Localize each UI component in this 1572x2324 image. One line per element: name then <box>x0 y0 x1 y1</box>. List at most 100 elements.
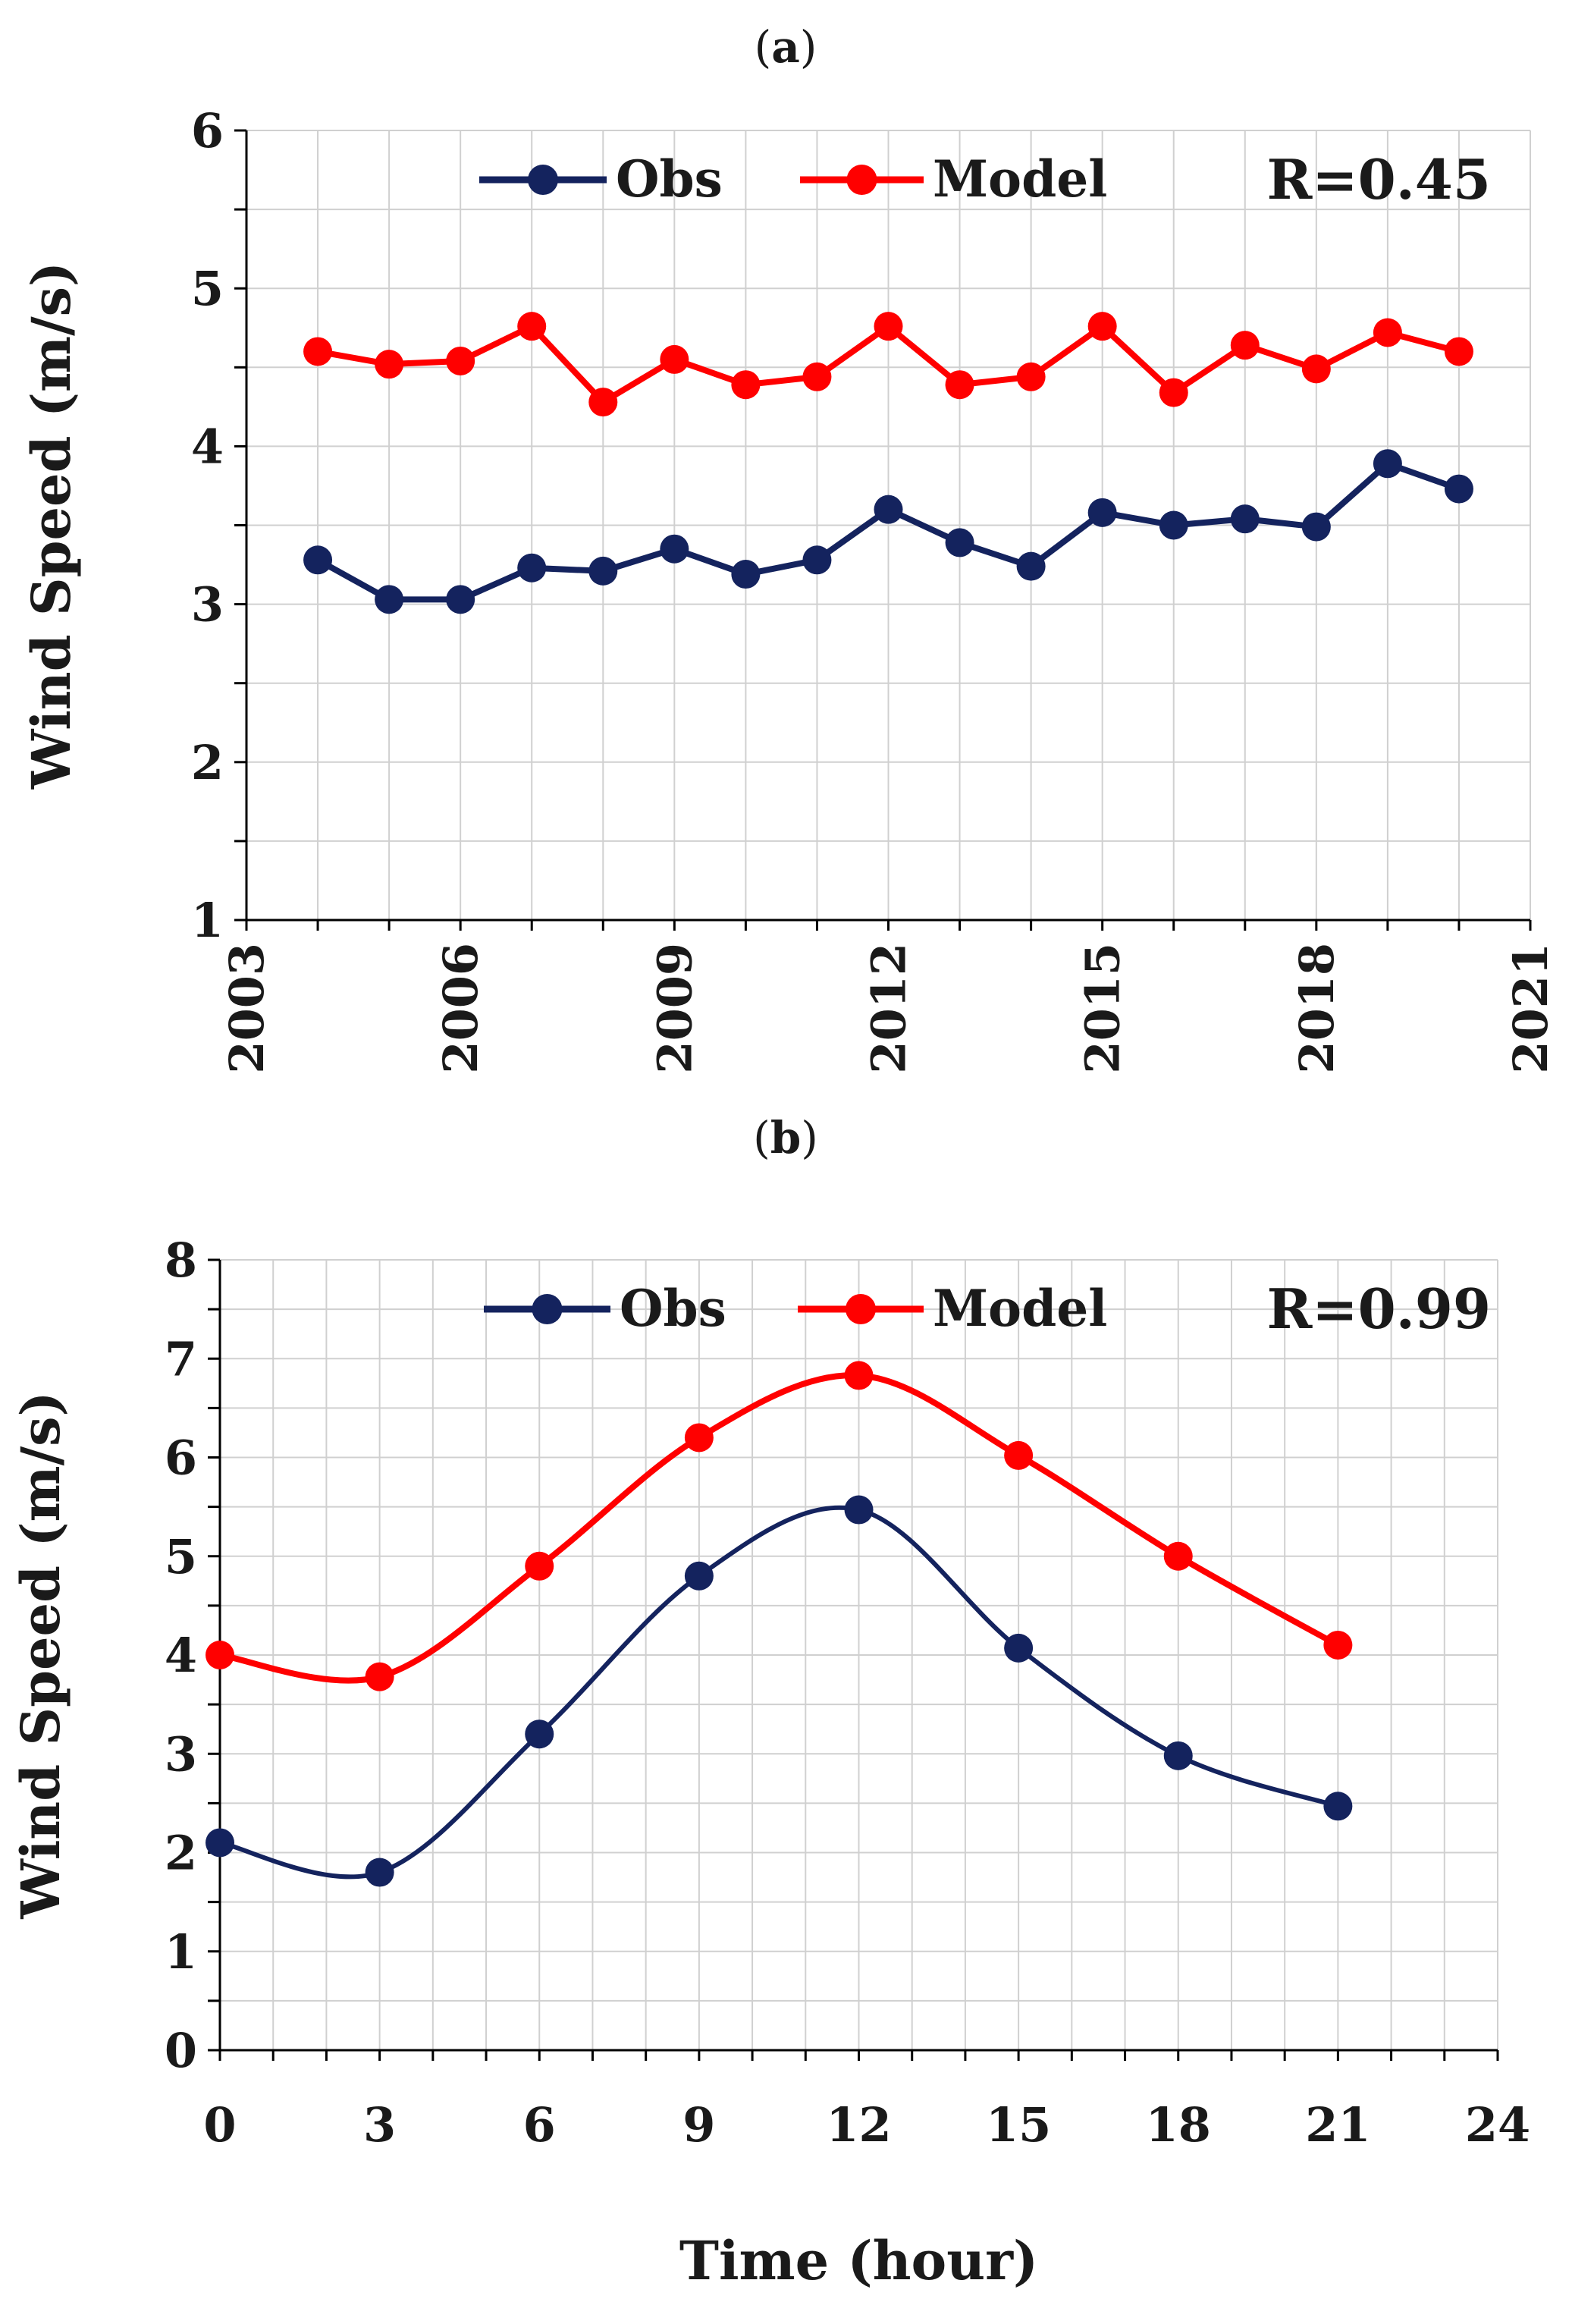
x-tick-label: 2015 <box>1075 943 1131 1074</box>
data-point-obs <box>1016 551 1046 581</box>
legend-marker-obs <box>532 1294 563 1324</box>
data-point-obs <box>1159 510 1188 540</box>
data-point-obs <box>684 1561 714 1591</box>
data-point-obs <box>802 545 832 575</box>
data-point-model <box>1016 362 1046 391</box>
y-axis-title: Wind Speed (m/s) <box>20 262 83 790</box>
y-tick-label: 1 <box>165 1924 197 1980</box>
data-point-model <box>1163 1541 1193 1571</box>
data-point-obs <box>1087 498 1117 527</box>
data-point-obs <box>588 556 618 586</box>
y-tick-label: 5 <box>191 261 224 316</box>
y-tick-label: 2 <box>191 735 224 790</box>
correlation-annotation: R=0.45 <box>1266 147 1491 212</box>
data-point-model <box>1087 312 1117 341</box>
data-point-obs <box>1301 512 1331 542</box>
series-line-obs <box>219 1505 1339 1880</box>
y-tick-label: 2 <box>165 1826 197 1881</box>
data-point-obs <box>1323 1792 1353 1821</box>
x-tick-label: 6 <box>523 2097 556 2153</box>
data-point-model <box>588 388 618 417</box>
data-point-model <box>802 362 832 391</box>
data-point-obs <box>874 495 903 524</box>
data-point-model <box>1323 1630 1353 1660</box>
x-tick-label: 2012 <box>861 943 917 1074</box>
x-tick-label: 2003 <box>219 943 275 1074</box>
data-point-obs <box>517 553 547 583</box>
data-point-obs <box>303 545 333 575</box>
y-tick-label: 1 <box>191 893 224 948</box>
data-point-model <box>660 344 689 374</box>
legend-label-obs: Obs <box>620 1279 726 1338</box>
y-tick-label: 8 <box>165 1233 197 1288</box>
x-tick-label: 2018 <box>1289 943 1345 1074</box>
data-point-model <box>206 1641 234 1669</box>
data-point-model <box>375 350 404 379</box>
data-point-obs <box>446 585 475 614</box>
data-point-obs <box>525 1719 554 1749</box>
x-axis-title: Time (hour) <box>679 2229 1038 2292</box>
data-point-obs <box>844 1495 874 1525</box>
data-point-model <box>1004 1440 1034 1470</box>
y-tick-label: 6 <box>191 103 224 159</box>
y-tick-label: 4 <box>165 1628 197 1683</box>
data-point-obs <box>1004 1633 1034 1663</box>
y-tick-label: 4 <box>191 419 224 474</box>
series-line-model <box>219 1372 1340 1684</box>
x-tick-label: 0 <box>203 2097 236 2153</box>
data-point-obs <box>660 534 689 564</box>
data-point-model <box>945 370 974 400</box>
x-tick-label: 18 <box>1146 2097 1211 2153</box>
data-point-model <box>446 346 475 375</box>
y-tick-label: 7 <box>165 1331 197 1387</box>
x-tick-label: 2009 <box>647 943 702 1074</box>
data-point-model <box>365 1662 394 1691</box>
data-point-model <box>1373 318 1402 347</box>
data-point-model <box>1230 331 1260 360</box>
panel-a-label: (a) <box>755 21 817 73</box>
correlation-annotation: R=0.99 <box>1266 1277 1491 1341</box>
x-tick-label: 21 <box>1305 2097 1370 2153</box>
data-point-obs <box>375 585 404 614</box>
y-tick-label: 3 <box>165 1726 197 1782</box>
x-tick-label: 15 <box>986 2097 1051 2153</box>
panel-b-label: (b) <box>753 1112 818 1164</box>
y-tick-label: 6 <box>165 1431 197 1486</box>
legend-marker-model <box>846 1294 876 1324</box>
data-point-model <box>874 312 903 341</box>
data-point-model <box>1301 354 1331 384</box>
legend-label-model: Model <box>933 149 1107 209</box>
y-tick-label: 5 <box>165 1529 197 1584</box>
y-tick-label: 0 <box>165 2023 197 2078</box>
data-point-model <box>844 1361 874 1390</box>
x-tick-label: 3 <box>363 2097 396 2153</box>
y-axis-title: Wind Speed (m/s) <box>9 1391 72 1919</box>
data-point-model <box>1444 337 1473 366</box>
data-point-obs <box>206 1828 234 1858</box>
data-point-obs <box>1230 504 1260 534</box>
data-point-obs <box>1444 474 1473 504</box>
y-tick-label: 3 <box>191 577 224 633</box>
legend-marker-obs <box>528 165 558 195</box>
data-point-model <box>517 312 547 341</box>
legend-label-model: Model <box>933 1279 1107 1338</box>
data-point-obs <box>945 528 974 557</box>
data-point-obs <box>731 560 761 589</box>
x-tick-label: 24 <box>1465 2097 1530 2153</box>
x-tick-label: 2006 <box>433 943 488 1074</box>
data-point-model <box>1159 378 1188 407</box>
data-point-obs <box>365 1858 394 1887</box>
data-point-model <box>303 337 333 366</box>
legend-marker-model <box>846 165 877 195</box>
legend-label-obs: Obs <box>616 149 723 209</box>
x-tick-label: 2021 <box>1503 943 1558 1074</box>
x-tick-label: 9 <box>682 2097 715 2153</box>
chart-a: 1 2 3 4 5 6 2003 2006 2009 2012 2015 2018 2021 Wind S… <box>20 103 1558 1074</box>
data-point-obs <box>1163 1741 1193 1770</box>
data-point-obs <box>1373 449 1402 479</box>
x-tick-label: 12 <box>826 2097 891 2153</box>
data-point-model <box>525 1551 554 1581</box>
data-point-model <box>684 1423 714 1452</box>
